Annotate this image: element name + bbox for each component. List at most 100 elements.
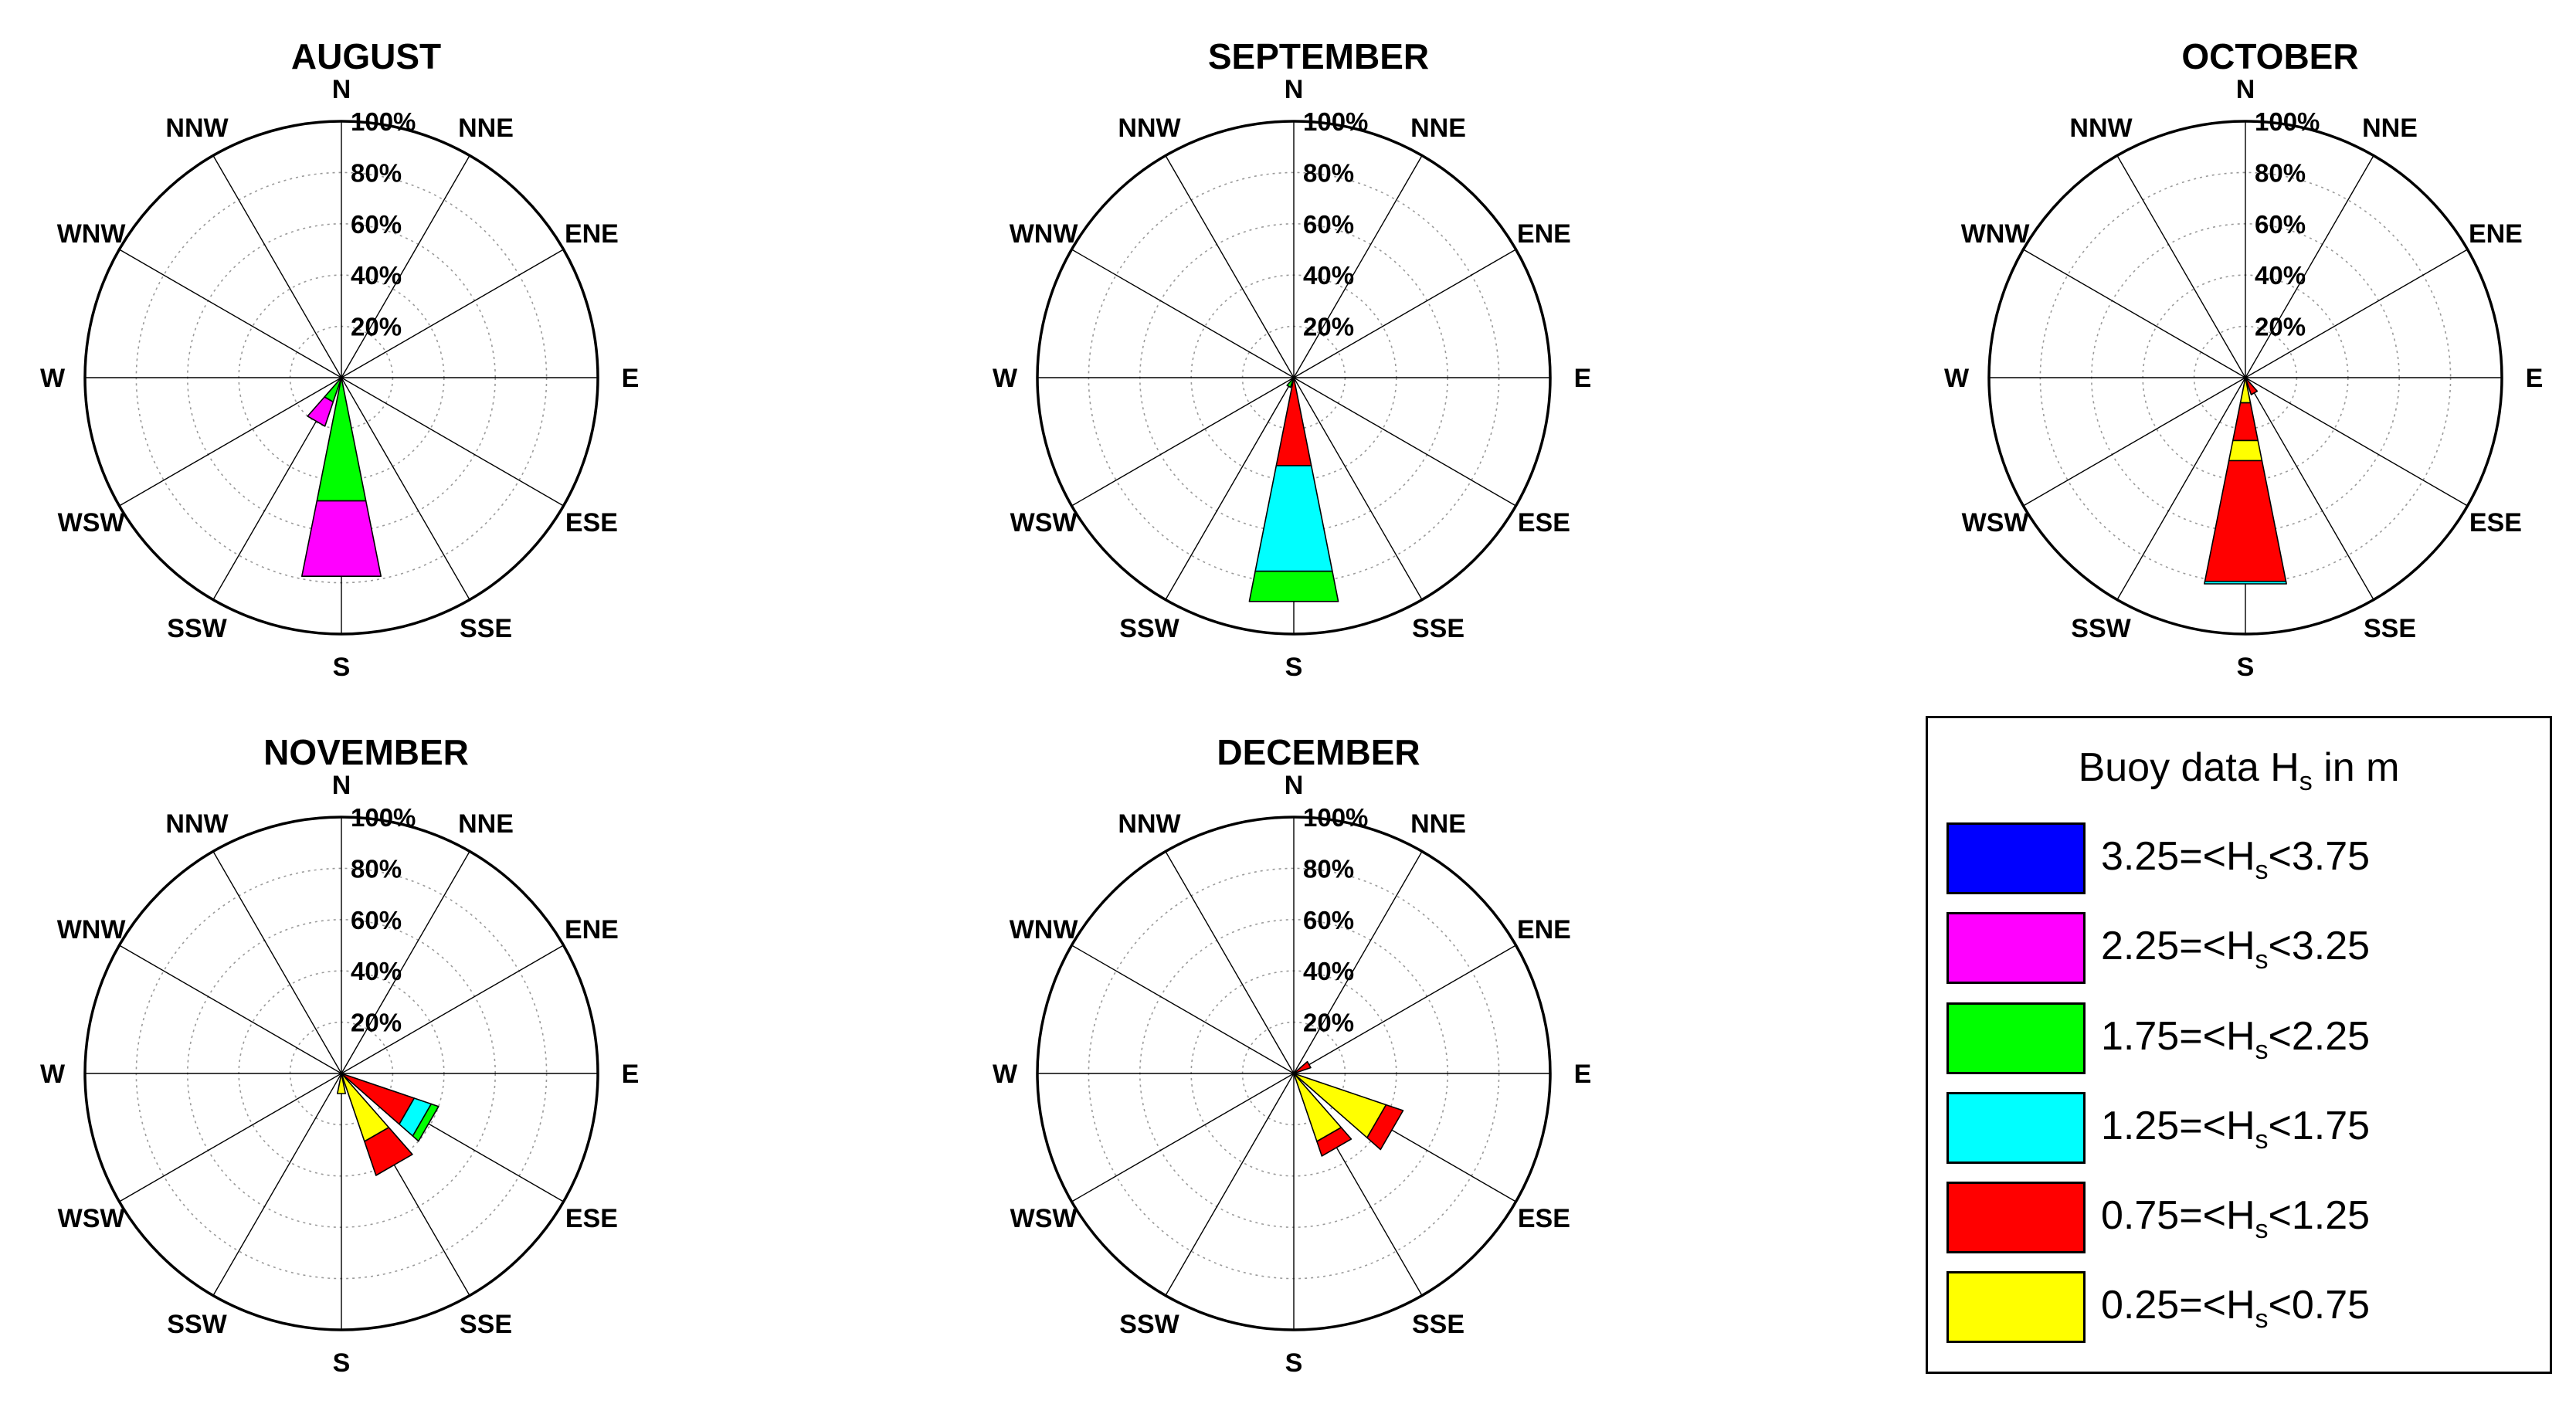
direction-label: SSW: [167, 614, 227, 643]
spoke-line: [2245, 377, 2468, 507]
radial-tick-label: 20%: [1303, 313, 1354, 341]
radial-tick-label: 20%: [351, 313, 402, 341]
legend-swatch: [1946, 822, 2086, 894]
direction-label: NNE: [1410, 114, 1466, 143]
radial-tick-label: 100%: [351, 107, 416, 136]
direction-label: E: [622, 1060, 640, 1089]
radial-tick-label: 40%: [351, 957, 402, 985]
direction-label: S: [1285, 653, 1303, 682]
direction-label: WNW: [1961, 219, 2031, 249]
legend-item: 1.75=<Hs<2.25: [1946, 1002, 2534, 1076]
spoke-line: [2023, 377, 2246, 507]
sector-bar-segment: [2204, 460, 2287, 582]
panel-title: DECEMBER: [1217, 732, 1420, 772]
radial-tick-label: 40%: [2255, 261, 2306, 290]
radial-tick-label: 40%: [1303, 261, 1354, 290]
sector-bar-segment: [316, 377, 367, 502]
direction-label: ENE: [2469, 219, 2523, 249]
legend-swatch: [1946, 1271, 2086, 1343]
spoke-line: [2116, 377, 2246, 600]
sector-bar-segment: [307, 396, 334, 427]
direction-label: W: [40, 364, 66, 393]
legend-item: 3.25=<Hs<3.75: [1946, 822, 2534, 896]
direction-label: WNW: [57, 915, 127, 944]
radial-tick-label: 100%: [2255, 107, 2320, 136]
spoke-line: [341, 944, 564, 1074]
wind-rose-panel: 20%40%60%80%100%NNNEENEEESESSESSSWWSWWWN…: [40, 732, 639, 1378]
direction-label: E: [1574, 1060, 1592, 1089]
sector-bar-segment: [364, 1127, 413, 1176]
direction-label: ENE: [565, 915, 619, 944]
direction-label: SSW: [2071, 614, 2131, 643]
spoke-line: [1293, 944, 1516, 1074]
direction-label: SSE: [460, 1310, 512, 1339]
radial-tick-label: 60%: [351, 906, 402, 934]
sector-bar-segment: [301, 500, 382, 577]
direction-label: WNW: [57, 219, 127, 249]
direction-label: ESE: [2469, 508, 2522, 538]
radial-tick-label: 80%: [1303, 158, 1354, 187]
direction-label: NNW: [165, 809, 229, 839]
radial-tick-label: 40%: [1303, 957, 1354, 985]
sector-bar-segment: [1286, 377, 1295, 388]
sector-bar-segment: [1275, 377, 1312, 466]
direction-label: N: [1285, 771, 1304, 800]
direction-label: WSW: [58, 508, 126, 538]
spoke-line: [341, 249, 564, 378]
radial-tick-label: 80%: [1303, 854, 1354, 883]
sector-bar-segment: [412, 1103, 440, 1142]
direction-label: E: [1574, 364, 1592, 393]
direction-label: W: [993, 364, 1018, 393]
legend-label: 3.25=<Hs<3.75: [2101, 834, 2371, 885]
direction-label: SSE: [460, 614, 512, 643]
radial-tick-label: 20%: [2255, 313, 2306, 341]
direction-label: W: [40, 1060, 66, 1089]
panel-title: AUGUST: [291, 36, 441, 76]
direction-label: W: [1944, 364, 1970, 393]
wind-rose-panel: 20%40%60%80%100%NNNEENEEESESSESSSWWSWWWN…: [40, 36, 639, 682]
sector-bar-segment: [1248, 570, 1339, 602]
sector-bar-segment: [2228, 439, 2263, 462]
radial-tick-label: 100%: [351, 803, 416, 832]
legend-label: 2.25=<Hs<3.25: [2101, 924, 2371, 975]
radial-tick-label: 100%: [1303, 803, 1368, 832]
spoke-line: [212, 851, 342, 1074]
direction-label: ESE: [1518, 508, 1570, 538]
radial-tick-label: 100%: [1303, 107, 1368, 136]
sector-bar-segment: [2245, 377, 2259, 395]
direction-label: E: [622, 364, 640, 393]
spoke-line: [341, 377, 564, 507]
legend-label: 0.75=<Hs<1.25: [2101, 1193, 2371, 1244]
legend-item: 2.25=<Hs<3.25: [1946, 912, 2534, 985]
direction-label: WNW: [1010, 219, 1079, 249]
spoke-line: [1293, 377, 1516, 507]
wind-rose-panel: 20%40%60%80%100%NNNEENEEESESSESSSWWSWWWN…: [993, 732, 1591, 1378]
direction-label: SSW: [167, 1310, 227, 1339]
spoke-line: [119, 249, 342, 378]
legend-item: 0.75=<Hs<1.25: [1946, 1182, 2534, 1255]
spoke-line: [1071, 1073, 1295, 1202]
direction-label: NNE: [1410, 809, 1466, 839]
direction-label: NNE: [2362, 114, 2418, 143]
radial-tick-label: 80%: [351, 854, 402, 883]
sector-bar-segment: [1316, 1127, 1352, 1157]
direction-label: S: [2237, 653, 2255, 682]
direction-label: ESE: [565, 508, 618, 538]
spoke-line: [2245, 155, 2374, 378]
direction-label: WNW: [1010, 915, 1079, 944]
direction-label: WSW: [1010, 508, 1078, 538]
outer-circle: [1036, 120, 1552, 636]
legend-label: 1.75=<Hs<2.25: [2101, 1014, 2371, 1065]
legend-label: 1.25=<Hs<1.75: [2101, 1104, 2371, 1155]
spoke-line: [1293, 155, 1423, 378]
direction-label: NNE: [458, 809, 514, 839]
sector-bar-segment: [2204, 581, 2287, 585]
direction-label: N: [332, 75, 351, 104]
direction-label: SSW: [1119, 614, 1179, 643]
outer-circle: [1036, 816, 1552, 1331]
spoke-line: [1071, 377, 1295, 507]
direction-label: S: [333, 1348, 351, 1378]
legend-item: 1.25=<Hs<1.75: [1946, 1092, 2534, 1165]
spoke-line: [119, 377, 342, 507]
direction-label: SSE: [1412, 614, 1464, 643]
